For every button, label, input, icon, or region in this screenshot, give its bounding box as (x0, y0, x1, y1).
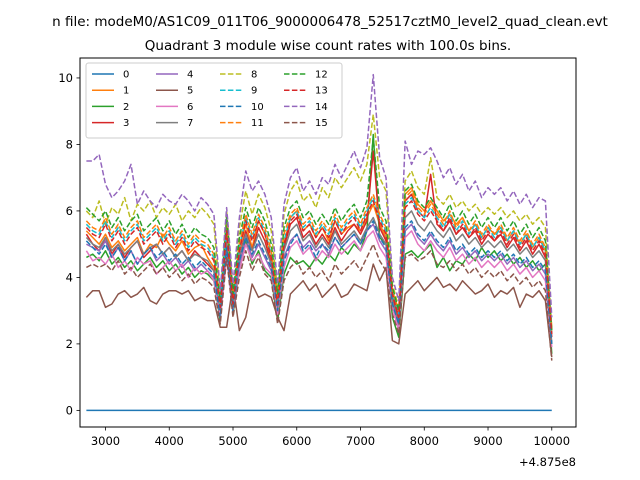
x-tick-label: 3000 (91, 434, 120, 448)
series-line-15 (86, 243, 553, 361)
y-tick-label: 0 (66, 403, 73, 417)
legend-label-1: 1 (123, 86, 129, 97)
series-line-14 (86, 73, 553, 318)
legend-label-6: 6 (187, 102, 193, 113)
legend-label-14: 14 (315, 102, 328, 113)
legend-label-7: 7 (187, 118, 193, 129)
series-line-11 (85, 190, 553, 331)
series-line-13 (85, 200, 553, 334)
legend-box (85, 62, 343, 139)
series-line-8 (85, 113, 553, 328)
x-tick-label: 9000 (473, 434, 502, 448)
legend-label-11: 11 (251, 118, 264, 129)
series-line-10 (85, 220, 553, 344)
series-line-4 (86, 223, 553, 344)
legend-label-15: 15 (315, 118, 328, 129)
y-tick-label: 10 (58, 71, 73, 85)
series-line-12 (85, 137, 553, 331)
legend-label-10: 10 (251, 102, 264, 113)
chart-suptitle: n file: modeM0/AS1C09_011T06_9000006478_… (52, 14, 608, 30)
chart-title: Quadrant 3 module wise count rates with … (145, 38, 511, 54)
legend-label-9: 9 (251, 86, 257, 97)
plot-frame (79, 57, 577, 428)
legend-label-0: 0 (123, 70, 129, 81)
x-tick-label: 5000 (218, 434, 247, 448)
x-tick-label: 8000 (410, 434, 439, 448)
legend-label-8: 8 (251, 70, 257, 81)
series-line-6 (85, 230, 553, 348)
legend-label-13: 13 (315, 86, 328, 97)
y-tick-label: 6 (66, 204, 73, 218)
x-tick-label: 10000 (533, 434, 570, 448)
legend-label-3: 3 (123, 118, 129, 129)
series-line-9 (85, 196, 553, 334)
x-axis: 3000 4000 5000 6000 7000 8000 9000 10000 (91, 427, 570, 448)
legend-label-5: 5 (187, 86, 193, 97)
plot-area (85, 73, 553, 412)
y-tick-label: 8 (66, 137, 73, 151)
y-tick-label: 4 (66, 270, 73, 284)
y-tick-label: 2 (66, 337, 73, 351)
y-axis: 0 2 4 6 8 10 (58, 71, 80, 417)
legend-label-12: 12 (315, 70, 328, 81)
series-line-5 (85, 263, 553, 358)
x-tick-label: 7000 (346, 434, 375, 448)
x-axis-offset-label: +4.875e8 (519, 455, 576, 469)
x-tick-label: 6000 (282, 434, 311, 448)
x-tick-label: 4000 (155, 434, 184, 448)
legend-label-4: 4 (187, 70, 193, 81)
legend-label-2: 2 (123, 102, 129, 113)
series-line-2 (86, 133, 553, 354)
